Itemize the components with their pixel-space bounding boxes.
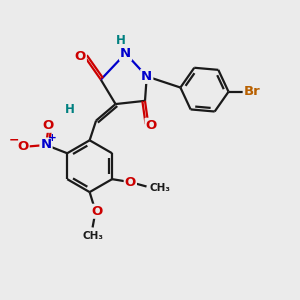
Text: O: O (17, 140, 29, 153)
Text: N: N (141, 70, 152, 83)
Text: H: H (65, 103, 75, 116)
Text: O: O (92, 205, 103, 218)
Text: −: − (9, 134, 20, 146)
Text: CH₃: CH₃ (149, 183, 170, 193)
Text: CH₃: CH₃ (82, 231, 103, 241)
Text: Br: Br (244, 85, 260, 98)
Text: O: O (125, 176, 136, 189)
Text: N: N (120, 47, 131, 60)
Text: N: N (40, 139, 52, 152)
Text: H: H (116, 34, 125, 47)
Text: +: + (48, 133, 57, 143)
Text: O: O (75, 50, 86, 63)
Text: O: O (43, 119, 54, 132)
Text: O: O (146, 119, 157, 132)
